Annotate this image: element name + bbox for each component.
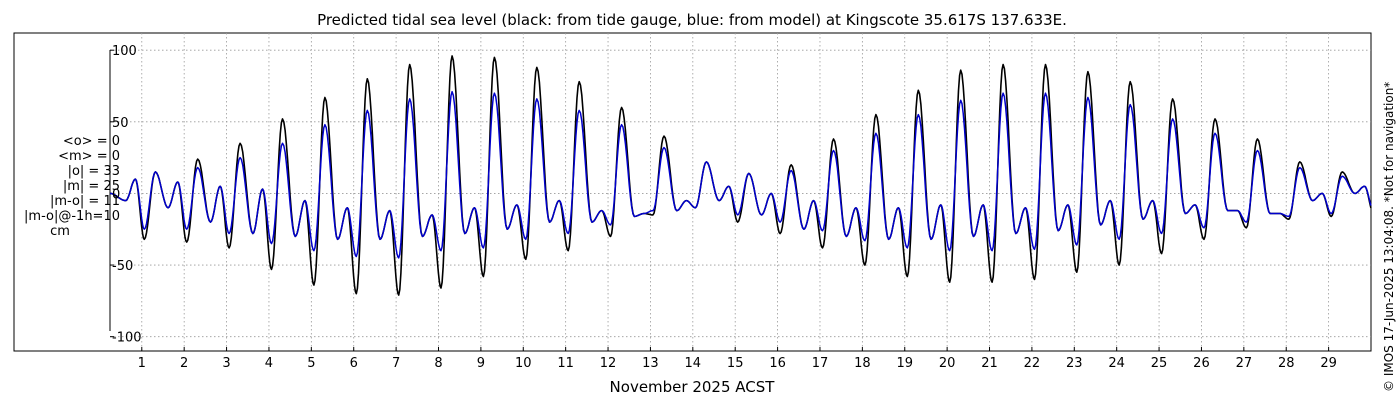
y-tick-label: 100: [112, 44, 137, 59]
series-line-tide-gauge: [109, 55, 1372, 296]
y-tick-label: -50: [112, 259, 133, 274]
x-tick-label: 9: [477, 356, 485, 371]
x-tick-label: 25: [1151, 356, 1168, 371]
x-tick-label: 5: [307, 356, 315, 371]
x-tick-label: 15: [727, 356, 744, 371]
x-tick-label: 10: [515, 356, 532, 371]
x-tick-label: 6: [350, 356, 358, 371]
x-tick-label: 23: [1066, 356, 1083, 371]
x-tick-label: 26: [1193, 356, 1210, 371]
x-tick-label: 17: [812, 356, 829, 371]
x-tick-label: 27: [1236, 356, 1253, 371]
x-tick-label: 29: [1320, 356, 1337, 371]
series-layer: [109, 55, 1372, 296]
x-tick-label: 13: [642, 356, 659, 371]
x-tick-labels: 1 2 3 4 5 6 7 8 9 10 11 12 13 14 15 16 17 18 19 20 21 22 23 24 2…: [138, 356, 1337, 371]
statistics-panel: <o> = 0 <m> = 0 |o| = 33 |m| = 25 |m-o| …: [0, 134, 122, 239]
x-tick-label: 24: [1108, 356, 1125, 371]
y-tick-labels: 100 50 0 -50 -100: [112, 44, 142, 345]
x-tick-label: 7: [392, 356, 400, 371]
x-tick-label: 8: [434, 356, 442, 371]
stat-abs-observed: |o| = 33: [67, 164, 120, 179]
x-tick-label: 18: [854, 356, 871, 371]
chart-title: Predicted tidal sea level (black: from t…: [317, 11, 1067, 29]
x-tick-label: 22: [1024, 356, 1041, 371]
series-line-model: [109, 90, 1372, 259]
stat-mean-model: <m> = 0: [58, 149, 120, 164]
copyright-notice: © IMOS 17-Jun-2025 13:04:08. *Not for na…: [1382, 81, 1396, 392]
x-tick-label: 21: [981, 356, 998, 371]
axes-layer: [109, 49, 1330, 351]
stat-abs-model: |m| = 25: [62, 179, 120, 194]
x-tick-label: 19: [896, 356, 913, 371]
stat-abs-difference: |m-o| = 11: [49, 194, 120, 209]
x-tick-label: 11: [557, 356, 574, 371]
x-tick-label: 28: [1278, 356, 1295, 371]
x-tick-label: 1: [138, 356, 146, 371]
stat-abs-difference-lag: |m-o|@-1h=10: [24, 209, 120, 224]
y-tick-label: -100: [112, 331, 142, 346]
x-tick-label: 16: [769, 356, 786, 371]
x-tick-label: 3: [222, 356, 230, 371]
stat-unit: cm: [50, 224, 70, 239]
x-tick-label: 2: [180, 356, 188, 371]
grid-layer: [110, 33, 1371, 351]
x-axis-label: November 2025 ACST: [610, 378, 776, 396]
x-tick-label: 14: [685, 356, 702, 371]
y-tick-label: 0: [112, 187, 120, 202]
x-tick-label: 20: [939, 356, 956, 371]
x-tick-label: 12: [600, 356, 617, 371]
stat-mean-observed: <o> = 0: [62, 134, 120, 149]
x-tick-label: 4: [265, 356, 273, 371]
y-tick-label: 50: [112, 116, 129, 131]
